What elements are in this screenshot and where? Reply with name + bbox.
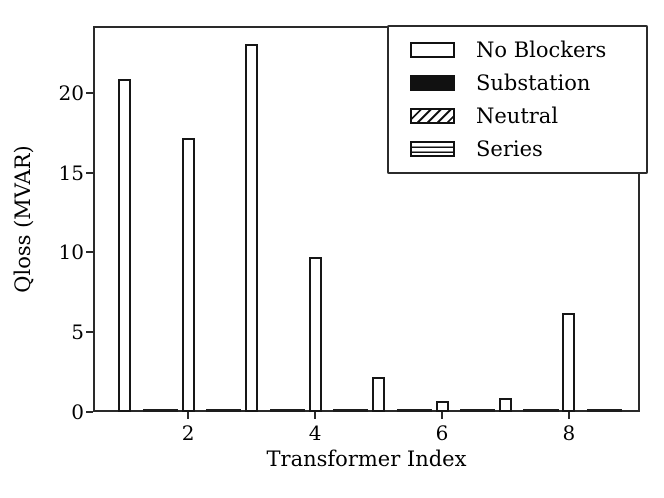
bar-neutral xyxy=(281,409,294,412)
bar-series xyxy=(293,409,305,412)
bar-series xyxy=(419,409,432,412)
bar-series xyxy=(166,409,178,412)
bar-no-blockers xyxy=(435,400,449,412)
legend-item-series: Series xyxy=(410,138,646,160)
bar-series xyxy=(610,409,622,412)
legend-label: Substation xyxy=(476,71,591,95)
bar-substation xyxy=(396,409,409,412)
bar-no-blockers xyxy=(308,257,322,412)
x-tick-mark xyxy=(314,412,317,419)
bar-series xyxy=(483,409,496,412)
y-tick-mark xyxy=(86,91,93,94)
bar-neutral xyxy=(344,409,357,412)
bar-substation xyxy=(460,409,472,412)
bar-no-blockers xyxy=(372,376,386,412)
bar-substation xyxy=(586,409,599,412)
legend-item-neutral: Neutral xyxy=(410,105,646,127)
bar-neutral xyxy=(408,409,420,412)
bar-neutral xyxy=(217,409,230,412)
legend-swatch-diagonal-hatch-icon xyxy=(410,108,455,124)
x-tick-mark xyxy=(441,412,443,419)
bar-series xyxy=(546,409,559,412)
legend-item-substation: Substation xyxy=(410,72,646,94)
x-tick-label: 4 xyxy=(308,421,322,445)
bar-no-blockers xyxy=(181,137,195,412)
legend-swatch-black-icon xyxy=(410,75,455,91)
y-tick-mark xyxy=(86,411,93,413)
bar-substation xyxy=(206,409,218,412)
y-tick-mark xyxy=(86,331,93,334)
y-tick-label: 0 xyxy=(71,400,84,424)
y-tick-mark xyxy=(86,171,93,174)
bar-series xyxy=(356,409,369,412)
bar-neutral xyxy=(154,409,167,412)
bar-no-blockers xyxy=(118,78,132,412)
x-tick-label: 8 xyxy=(562,421,576,445)
bar-no-blockers xyxy=(562,313,576,412)
x-axis-label: Transformer Index xyxy=(266,447,467,471)
y-tick-mark xyxy=(86,251,93,254)
legend: No Blockers Substation Neutral Series xyxy=(387,25,648,174)
y-tick-label: 20 xyxy=(58,80,84,105)
legend-label: No Blockers xyxy=(476,38,607,62)
bar-substation xyxy=(142,409,155,412)
bar-neutral xyxy=(535,409,547,412)
bar-substation xyxy=(523,409,536,412)
x-tick-label: 2 xyxy=(181,421,195,445)
bar-neutral xyxy=(471,409,484,412)
bar-substation xyxy=(333,409,345,412)
bar-neutral xyxy=(598,409,611,412)
x-tick-mark xyxy=(187,412,190,419)
legend-swatch-white-icon xyxy=(410,42,455,58)
y-tick-label: 15 xyxy=(58,160,84,185)
bar-substation xyxy=(269,409,282,412)
bar-no-blockers xyxy=(498,397,512,412)
legend-label: Neutral xyxy=(476,104,559,128)
x-tick-mark xyxy=(567,412,570,419)
legend-swatch-horizontal-hatch-icon xyxy=(410,141,455,157)
y-tick-label: 10 xyxy=(58,240,84,265)
y-tick-label: 5 xyxy=(71,320,84,345)
bar-series xyxy=(229,409,242,412)
legend-label: Series xyxy=(476,137,543,161)
x-tick-label: 6 xyxy=(435,421,449,445)
legend-item-no-blockers: No Blockers xyxy=(410,39,646,61)
bar-no-blockers xyxy=(245,43,259,412)
